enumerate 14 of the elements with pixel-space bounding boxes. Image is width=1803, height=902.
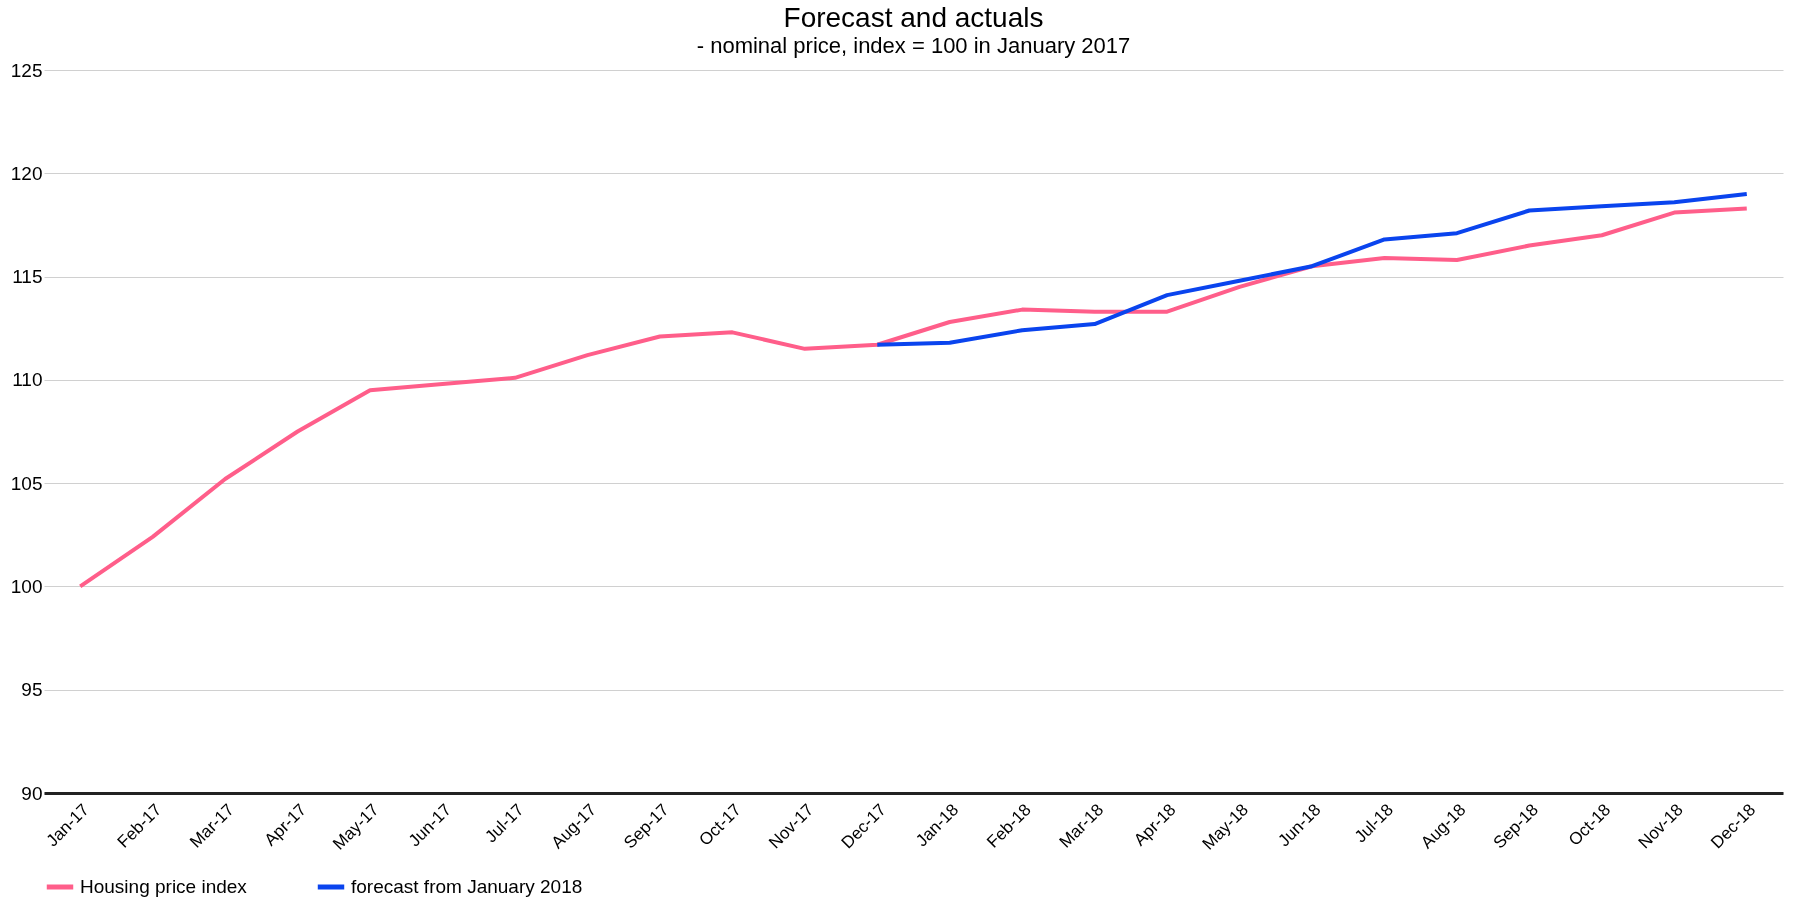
chart-subtitle: - nominal price, index = 100 in January 2017	[696, 33, 1131, 58]
y-tick-label: 105	[10, 472, 43, 494]
y-tick-label: 120	[10, 162, 43, 184]
chart-title: Forecast and actuals	[783, 2, 1044, 33]
y-tick-label: 125	[10, 59, 43, 81]
y-tick-label: 100	[10, 575, 43, 597]
line-series	[78, 206, 1749, 589]
y-tick-label: 95	[21, 679, 43, 701]
line-series	[875, 191, 1749, 347]
y-tick-label: 110	[12, 369, 43, 391]
legend-label: forecast from January 2018	[351, 876, 583, 897]
legend-label: Housing price index	[80, 876, 248, 897]
y-tick-label: 90	[21, 782, 43, 804]
y-tick-label: 115	[12, 266, 43, 288]
